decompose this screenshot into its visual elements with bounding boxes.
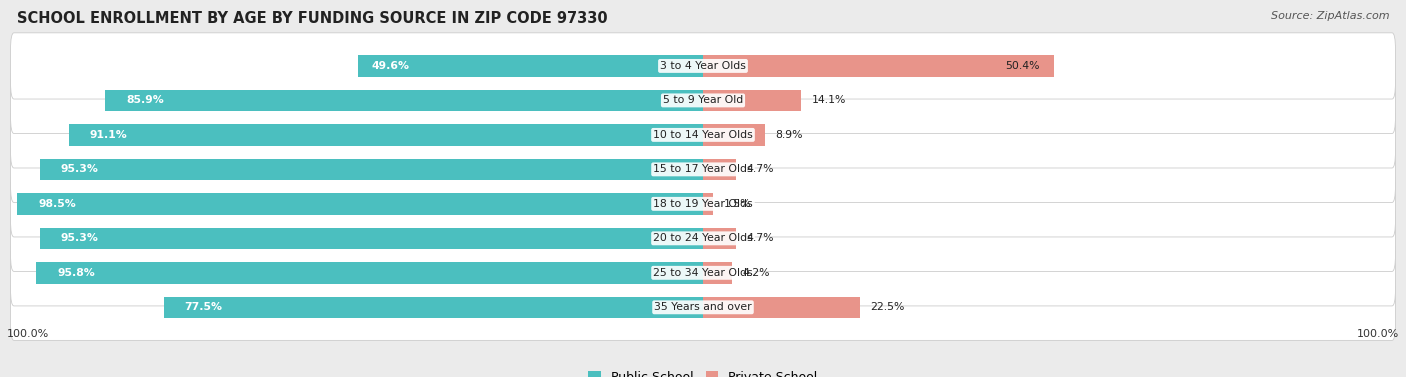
FancyBboxPatch shape <box>10 67 1396 133</box>
Text: 95.8%: 95.8% <box>58 268 94 278</box>
FancyBboxPatch shape <box>10 136 1396 202</box>
Bar <box>69 124 703 146</box>
Bar <box>703 228 735 249</box>
Bar <box>163 297 703 318</box>
FancyBboxPatch shape <box>10 33 1396 99</box>
Bar <box>37 262 703 284</box>
Text: Source: ZipAtlas.com: Source: ZipAtlas.com <box>1271 11 1389 21</box>
FancyBboxPatch shape <box>10 205 1396 271</box>
Legend: Public School, Private School: Public School, Private School <box>588 371 818 377</box>
Bar <box>17 193 703 215</box>
FancyBboxPatch shape <box>10 274 1396 340</box>
Bar <box>39 228 703 249</box>
Text: 3 to 4 Year Olds: 3 to 4 Year Olds <box>659 61 747 71</box>
Text: SCHOOL ENROLLMENT BY AGE BY FUNDING SOURCE IN ZIP CODE 97330: SCHOOL ENROLLMENT BY AGE BY FUNDING SOUR… <box>17 11 607 26</box>
Bar <box>703 193 713 215</box>
Text: 4.7%: 4.7% <box>747 233 773 243</box>
Bar <box>703 90 801 111</box>
Bar <box>703 124 765 146</box>
Text: 50.4%: 50.4% <box>1005 61 1040 71</box>
Text: 10 to 14 Year Olds: 10 to 14 Year Olds <box>654 130 752 140</box>
Text: 25 to 34 Year Olds: 25 to 34 Year Olds <box>654 268 752 278</box>
Bar <box>703 55 1053 77</box>
Bar <box>357 55 703 77</box>
Text: 49.6%: 49.6% <box>371 61 409 71</box>
Text: 8.9%: 8.9% <box>775 130 803 140</box>
Text: 91.1%: 91.1% <box>90 130 128 140</box>
Text: 95.3%: 95.3% <box>60 164 98 175</box>
Text: 18 to 19 Year Olds: 18 to 19 Year Olds <box>654 199 752 209</box>
Text: 4.2%: 4.2% <box>742 268 770 278</box>
Text: 100.0%: 100.0% <box>1357 329 1399 339</box>
FancyBboxPatch shape <box>10 171 1396 237</box>
Text: 77.5%: 77.5% <box>184 302 222 312</box>
Text: 85.9%: 85.9% <box>127 95 163 106</box>
Bar <box>703 159 735 180</box>
Bar <box>703 262 733 284</box>
Text: 35 Years and over: 35 Years and over <box>654 302 752 312</box>
Bar <box>703 297 859 318</box>
FancyBboxPatch shape <box>10 102 1396 168</box>
Text: 4.7%: 4.7% <box>747 164 773 175</box>
Bar <box>105 90 703 111</box>
Text: 5 to 9 Year Old: 5 to 9 Year Old <box>662 95 744 106</box>
Text: 22.5%: 22.5% <box>870 302 904 312</box>
Text: 95.3%: 95.3% <box>60 233 98 243</box>
Text: 14.1%: 14.1% <box>811 95 846 106</box>
Text: 100.0%: 100.0% <box>7 329 49 339</box>
Text: 1.5%: 1.5% <box>724 199 751 209</box>
FancyBboxPatch shape <box>10 240 1396 306</box>
Text: 20 to 24 Year Olds: 20 to 24 Year Olds <box>654 233 752 243</box>
Text: 98.5%: 98.5% <box>38 199 76 209</box>
Bar <box>39 159 703 180</box>
Text: 15 to 17 Year Olds: 15 to 17 Year Olds <box>654 164 752 175</box>
